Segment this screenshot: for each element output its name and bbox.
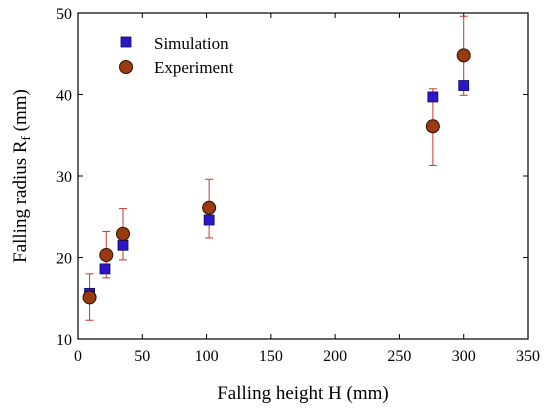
experiment-point — [202, 200, 217, 215]
simulation-point — [117, 239, 129, 251]
experiment-point — [82, 290, 97, 305]
simulation-point — [458, 80, 470, 91]
simulation-point — [203, 214, 215, 226]
y-tick-label: 20 — [56, 251, 72, 268]
experiment-point — [425, 119, 440, 134]
x-tick-label: 200 — [323, 348, 347, 365]
legend-simulation-marker — [120, 36, 132, 48]
legend-experiment-label: Experiment — [154, 58, 234, 77]
axis-ticks: 0 50 100 150 200 250 300 350 10 20 30 40 50 — [56, 6, 540, 365]
x-tick-label: 100 — [195, 348, 219, 365]
x-tick-label: 50 — [134, 348, 150, 365]
simulation-point — [427, 91, 439, 103]
y-axis-title: Falling radius Rf (mm) — [10, 89, 33, 263]
legend: Simulation Experiment — [119, 34, 234, 77]
experiment-point — [456, 48, 471, 63]
y-tick-label: 40 — [56, 88, 72, 105]
plot-frame — [77, 12, 529, 340]
x-tick-label: 150 — [259, 348, 283, 365]
x-tick-label: 0 — [74, 348, 82, 365]
legend-simulation-label: Simulation — [154, 34, 229, 53]
legend-experiment-marker — [119, 60, 133, 74]
x-tick-label: 350 — [516, 348, 540, 365]
experiment-point — [99, 248, 114, 263]
x-tick-label: 250 — [387, 348, 411, 365]
x-axis-title: Falling height H (mm) — [217, 383, 389, 404]
y-tick-label: 10 — [56, 332, 72, 349]
y-tick-label: 30 — [56, 169, 72, 186]
experiment-point — [116, 226, 130, 241]
y-tick-label: 50 — [56, 6, 72, 23]
simulation-point — [99, 263, 111, 275]
x-tick-label: 300 — [452, 348, 476, 365]
error-bars — [85, 15, 468, 321]
data-markers — [82, 48, 471, 305]
